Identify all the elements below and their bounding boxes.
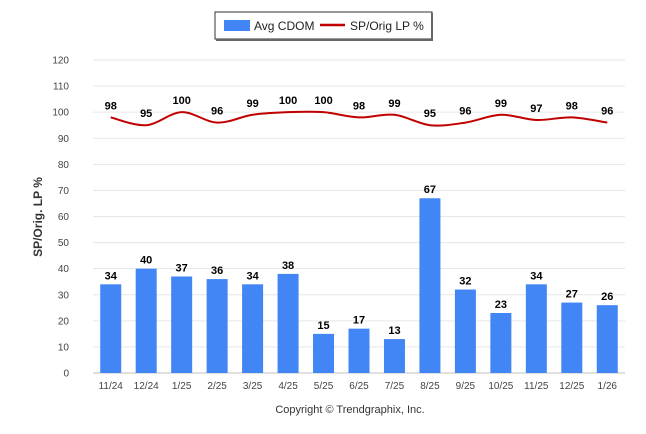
- legend-label-sp-orig-lp: SP/Orig LP %: [350, 19, 424, 33]
- x-axis-ticks: 11/24 12/24 1/25 2/25 3/25 4/25 5/25 6/25 7/25 8/…: [99, 381, 618, 392]
- x-tick-label: 10/25: [488, 381, 513, 392]
- line-data-label: 96: [211, 106, 223, 118]
- line-path[interactable]: [110, 110, 608, 127]
- legend-label-avg-cdom: Avg CDOM: [254, 19, 314, 33]
- bar[interactable]: [383, 339, 405, 373]
- x-tick-label: 6/25: [349, 381, 369, 392]
- line-data-label: 99: [388, 98, 400, 110]
- copyright-footer: Copyright © Trendgraphix, Inc.: [275, 404, 424, 416]
- bar-data-label: 27: [566, 289, 578, 301]
- y-tick-label: 30: [58, 290, 70, 301]
- line-data-label: 98: [353, 100, 365, 112]
- y-tick-label: 100: [52, 108, 69, 119]
- bar[interactable]: [454, 289, 476, 373]
- x-tick-label: 1/25: [172, 381, 192, 392]
- line-data-label: 98: [566, 100, 578, 112]
- line-data-label: 95: [424, 108, 436, 120]
- line-data-label: 98: [105, 100, 117, 112]
- bar[interactable]: [171, 276, 193, 373]
- bar[interactable]: [561, 302, 583, 373]
- y-tick-label: 120: [52, 56, 69, 67]
- x-tick-label: 1/26: [598, 381, 618, 392]
- bar-series: 34 40 37 36 34 38 15 17 13 67 32 23 34 27 26: [100, 184, 618, 373]
- bar[interactable]: [100, 284, 122, 373]
- line-data-label: 99: [495, 98, 507, 110]
- line-data-label: 100: [279, 95, 297, 107]
- line-data-label: 99: [246, 98, 258, 110]
- x-tick-label: 12/25: [559, 381, 584, 392]
- y-tick-label: 10: [58, 342, 70, 353]
- bar-data-label: 34: [105, 270, 118, 282]
- bar[interactable]: [277, 273, 299, 373]
- y-tick-label: 40: [58, 264, 70, 275]
- line-data-label: 96: [459, 106, 471, 118]
- y-tick-label: 60: [58, 212, 70, 223]
- y-tick-label: 110: [53, 82, 69, 93]
- line-data-label: 97: [530, 103, 542, 115]
- bar-data-label: 36: [211, 265, 223, 277]
- line-data-label: 100: [314, 95, 332, 107]
- y-tick-label: 0: [63, 369, 69, 380]
- bar-data-label: 40: [140, 255, 152, 267]
- x-tick-label: 12/24: [134, 381, 159, 392]
- bar[interactable]: [135, 268, 157, 373]
- bar[interactable]: [242, 284, 264, 373]
- x-tick-label: 9/25: [456, 381, 476, 392]
- x-tick-label: 5/25: [314, 381, 334, 392]
- x-tick-label: 2/25: [207, 381, 227, 392]
- y-axis-ticks: 0 10 20 30 40 50 60 70 80 90 100 110 120: [52, 56, 69, 380]
- y-tick-label: 50: [58, 238, 70, 249]
- bar-data-label: 23: [495, 299, 507, 311]
- legend[interactable]: Avg CDOM SP/Orig LP %: [214, 11, 433, 41]
- bar-data-label: 26: [601, 291, 613, 303]
- bar-data-label: 17: [353, 315, 365, 327]
- x-tick-label: 11/25: [524, 381, 549, 392]
- bar-data-label: 15: [317, 320, 329, 332]
- y-tick-label: 90: [58, 134, 70, 145]
- line-data-label: 96: [601, 106, 613, 118]
- x-tick-label: 8/25: [420, 381, 440, 392]
- line-series: 98 95 100 96 99 100 100 98 99 95 96 99 97 98 96: [105, 95, 613, 127]
- legend-swatch-avg-cdom: [224, 20, 250, 31]
- bar-data-label: 37: [176, 262, 188, 274]
- y-axis-label: SP/Orig. LP %: [31, 177, 45, 257]
- bar-data-label: 34: [246, 270, 259, 282]
- bar[interactable]: [313, 333, 335, 373]
- bar-data-label: 32: [459, 276, 471, 288]
- bar[interactable]: [419, 198, 441, 373]
- y-tick-label: 70: [58, 186, 70, 197]
- bar[interactable]: [206, 279, 228, 373]
- bar[interactable]: [525, 284, 547, 373]
- bar[interactable]: [596, 305, 618, 373]
- bar-data-label: 38: [282, 260, 294, 272]
- y-tick-label: 20: [58, 316, 70, 327]
- x-tick-label: 7/25: [385, 381, 405, 392]
- x-tick-label: 11/24: [99, 381, 124, 392]
- x-tick-label: 4/25: [278, 381, 298, 392]
- bar-data-label: 13: [388, 325, 400, 337]
- bar[interactable]: [490, 313, 512, 373]
- bar-data-label: 34: [530, 270, 543, 282]
- bar-data-label: 67: [424, 184, 436, 196]
- line-data-label: 100: [172, 95, 190, 107]
- bar[interactable]: [348, 328, 370, 373]
- line-data-label: 95: [140, 108, 152, 120]
- x-tick-label: 3/25: [243, 381, 263, 392]
- y-tick-label: 80: [58, 160, 70, 171]
